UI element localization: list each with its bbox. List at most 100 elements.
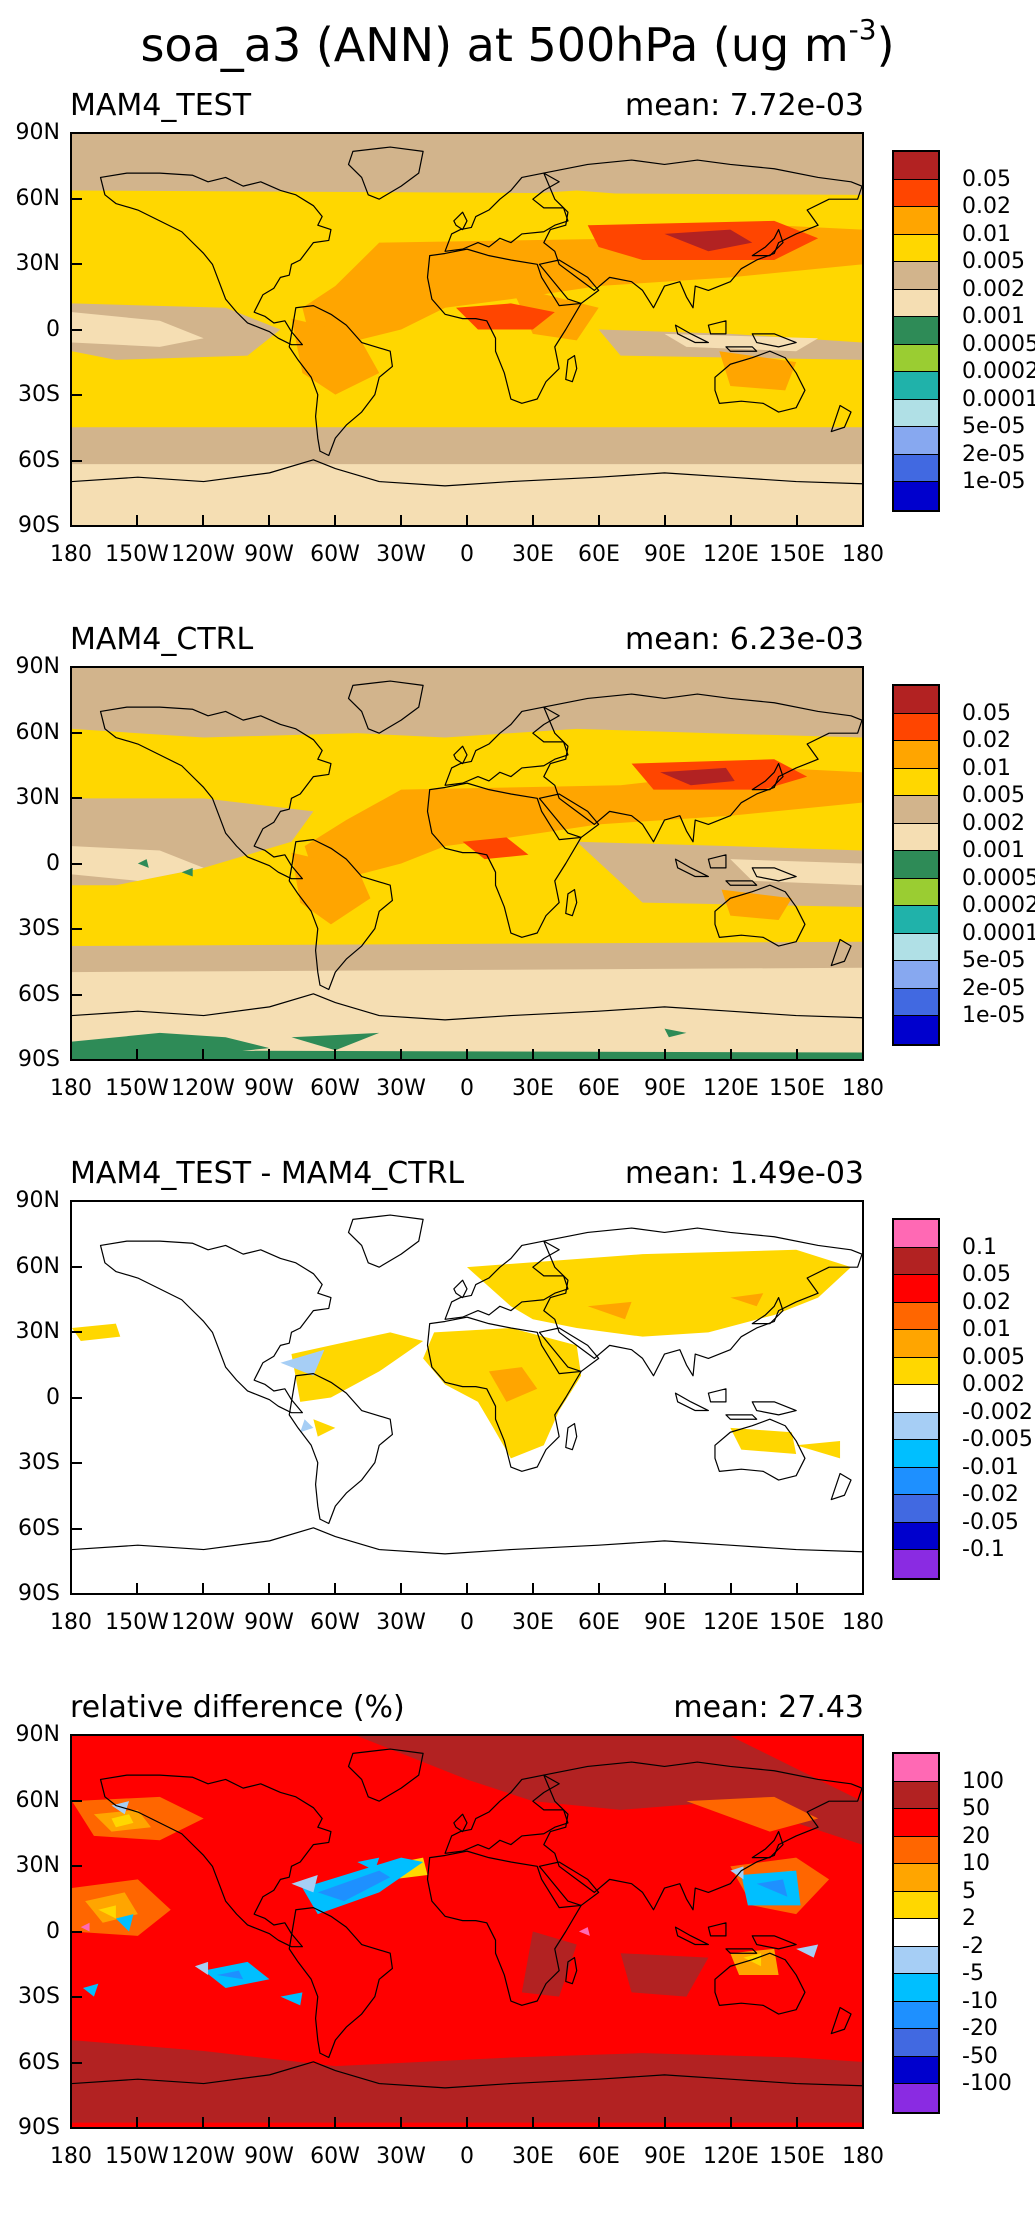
- lon-tick-label: 120W: [171, 1076, 235, 1101]
- lat-tick-label: 90N: [15, 120, 60, 145]
- colorbar-swatch: [894, 878, 938, 907]
- map-panel-3: MAM4_TEST - MAM4_CTRL mean: 1.49e-03 90N 60…: [0, 1156, 1035, 1689]
- colorbar-label: 0.0005: [962, 331, 1035, 357]
- lon-tick: [466, 2117, 468, 2127]
- lon-tick: [664, 1049, 666, 1059]
- colorbar-swatch: [894, 2001, 938, 2030]
- lon-tick-label: 60W: [310, 1610, 360, 1635]
- lat-tick-label: 0: [46, 1918, 60, 1944]
- lon-tick: [730, 1049, 732, 1059]
- lon-tick: [136, 1583, 138, 1593]
- lon-tick: [598, 1049, 600, 1059]
- lon-tick: [796, 2117, 798, 2127]
- lon-tick: [796, 515, 798, 525]
- colorbar-swatch: [894, 317, 938, 345]
- lat-tick-label: 90S: [18, 2115, 60, 2140]
- field-region: [72, 303, 862, 360]
- lat-tick: [72, 459, 82, 462]
- lon-tick-label: 180: [50, 1076, 92, 1101]
- colorbar-swatch: [894, 1809, 938, 1837]
- lat-tick-label: 60N: [15, 719, 60, 745]
- lon-tick: [136, 2117, 138, 2127]
- colorbar-label: 20: [962, 1823, 990, 1849]
- colorbar-swatch: [894, 2084, 938, 2112]
- lon-tick: [334, 515, 336, 525]
- lon-tick-label: 180: [50, 2144, 92, 2169]
- colorbar-label: 0.001: [962, 304, 1025, 330]
- panel-title: relative difference (%): [70, 1690, 405, 1725]
- lat-tick: [72, 1996, 82, 1998]
- lat-tick: [72, 2127, 82, 2129]
- lat-tick: [72, 1396, 82, 1399]
- lon-tick-label: 150W: [105, 2144, 169, 2169]
- lon-tick-label: 30E: [512, 1076, 554, 1101]
- colorbar-label: 0.02: [962, 194, 1011, 220]
- lon-tick: [268, 515, 270, 525]
- map-field: [72, 1736, 862, 2127]
- panel-mean: mean: 6.23e-03: [625, 622, 864, 657]
- lon-tick: [202, 2117, 204, 2127]
- lat-tick: [72, 263, 82, 265]
- lat-tick: [72, 1930, 82, 1933]
- lon-tick: [334, 2117, 336, 2127]
- lon-tick-label: 90E: [644, 2144, 686, 2169]
- map-panel-2: MAM4_CTRL mean: 6.23e-03 90N 60N 30N 0 30S 60S 9…: [0, 622, 1035, 1155]
- colorbar-label: 0.02: [962, 728, 1011, 754]
- colorbar-label: 0.05: [962, 700, 1011, 726]
- colorbar-label: 0.1: [962, 1234, 997, 1260]
- colorbar-label: 0.01: [962, 221, 1011, 247]
- field-region: [72, 134, 862, 200]
- lon-tick: [862, 1049, 864, 1059]
- colorbar-swatch: [894, 344, 938, 373]
- lat-tick-label: 90N: [15, 1722, 60, 1747]
- lon-tick: [466, 515, 468, 525]
- lon-tick: [268, 1583, 270, 1593]
- lon-tick-label: 60E: [578, 2144, 620, 2169]
- panel-title: MAM4_TEST - MAM4_CTRL: [70, 1156, 465, 1191]
- colorbar-label: 5: [962, 1878, 976, 1904]
- colorbar-label: 0.002: [962, 1372, 1025, 1398]
- lon-tick-label: 60W: [310, 2144, 360, 2169]
- colorbar: [892, 150, 940, 512]
- colorbar-swatch: [894, 823, 938, 852]
- colorbar-label: 0.0002: [962, 893, 1035, 919]
- colorbar-swatch: [894, 1495, 938, 1523]
- colorbar-label: 0.005: [962, 783, 1025, 809]
- lon-tick-label: 120E: [703, 1076, 759, 1101]
- lon-tick-label: 60E: [578, 1610, 620, 1635]
- colorbar: [892, 1218, 940, 1580]
- colorbar-swatch: [894, 152, 938, 180]
- colorbar-label: 50: [962, 1796, 990, 1822]
- lon-tick: [730, 1583, 732, 1593]
- lat-tick: [72, 862, 82, 865]
- lat-tick: [72, 1593, 82, 1595]
- lat-tick: [72, 1734, 82, 1736]
- lat-tick-label: 60S: [18, 2049, 60, 2075]
- field-region: [72, 846, 862, 886]
- lon-tick-label: 90E: [644, 1610, 686, 1635]
- lat-tick-label: 0: [46, 850, 60, 876]
- lon-tick-label: 150W: [105, 542, 169, 567]
- colorbar: [892, 1752, 940, 2114]
- lon-tick: [400, 515, 402, 525]
- colorbar-swatch: [894, 1891, 938, 1920]
- colorbar-swatch: [894, 179, 938, 208]
- lon-tick-label: 150W: [105, 1610, 169, 1635]
- colorbar-swatch: [894, 372, 938, 400]
- lon-tick-label: 30E: [512, 2144, 554, 2169]
- colorbar-label: 0.002: [962, 810, 1025, 836]
- field-region: [72, 1323, 841, 1459]
- colorbar-swatch: [894, 1919, 938, 1947]
- field-region: [72, 859, 862, 1059]
- field-region: [72, 668, 862, 738]
- lat-tick-label: 60S: [18, 447, 60, 473]
- colorbar-swatch: [894, 1946, 938, 1975]
- colorbar-swatch: [894, 1467, 938, 1496]
- lat-tick: [72, 132, 82, 134]
- colorbar-swatch: [894, 1754, 938, 1782]
- lon-tick-label: 90W: [244, 2144, 294, 2169]
- lon-tick: [730, 2117, 732, 2127]
- colorbar-swatch: [894, 1974, 938, 2002]
- colorbar-swatch: [894, 1864, 938, 1892]
- field-region: [280, 1349, 325, 1433]
